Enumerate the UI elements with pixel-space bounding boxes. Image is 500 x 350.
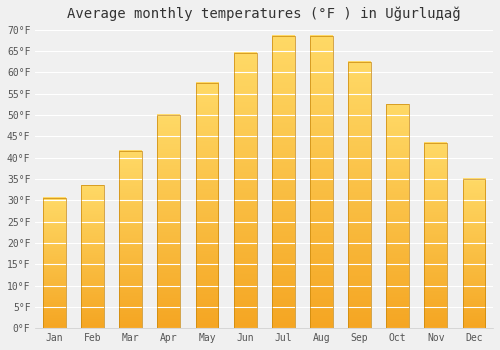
Bar — [158, 115, 180, 328]
Bar — [234, 53, 256, 328]
Bar — [81, 185, 104, 328]
Bar — [462, 179, 485, 328]
Bar — [424, 142, 448, 328]
Bar — [310, 36, 333, 328]
Bar — [272, 36, 294, 328]
Bar — [386, 104, 409, 328]
Bar — [196, 83, 218, 328]
Bar — [43, 198, 66, 328]
Bar — [119, 151, 142, 328]
Bar — [348, 62, 371, 328]
Title: Average monthly temperatures (°F ) in Uğurluдаğ: Average monthly temperatures (°F ) in Uğ… — [68, 7, 461, 21]
